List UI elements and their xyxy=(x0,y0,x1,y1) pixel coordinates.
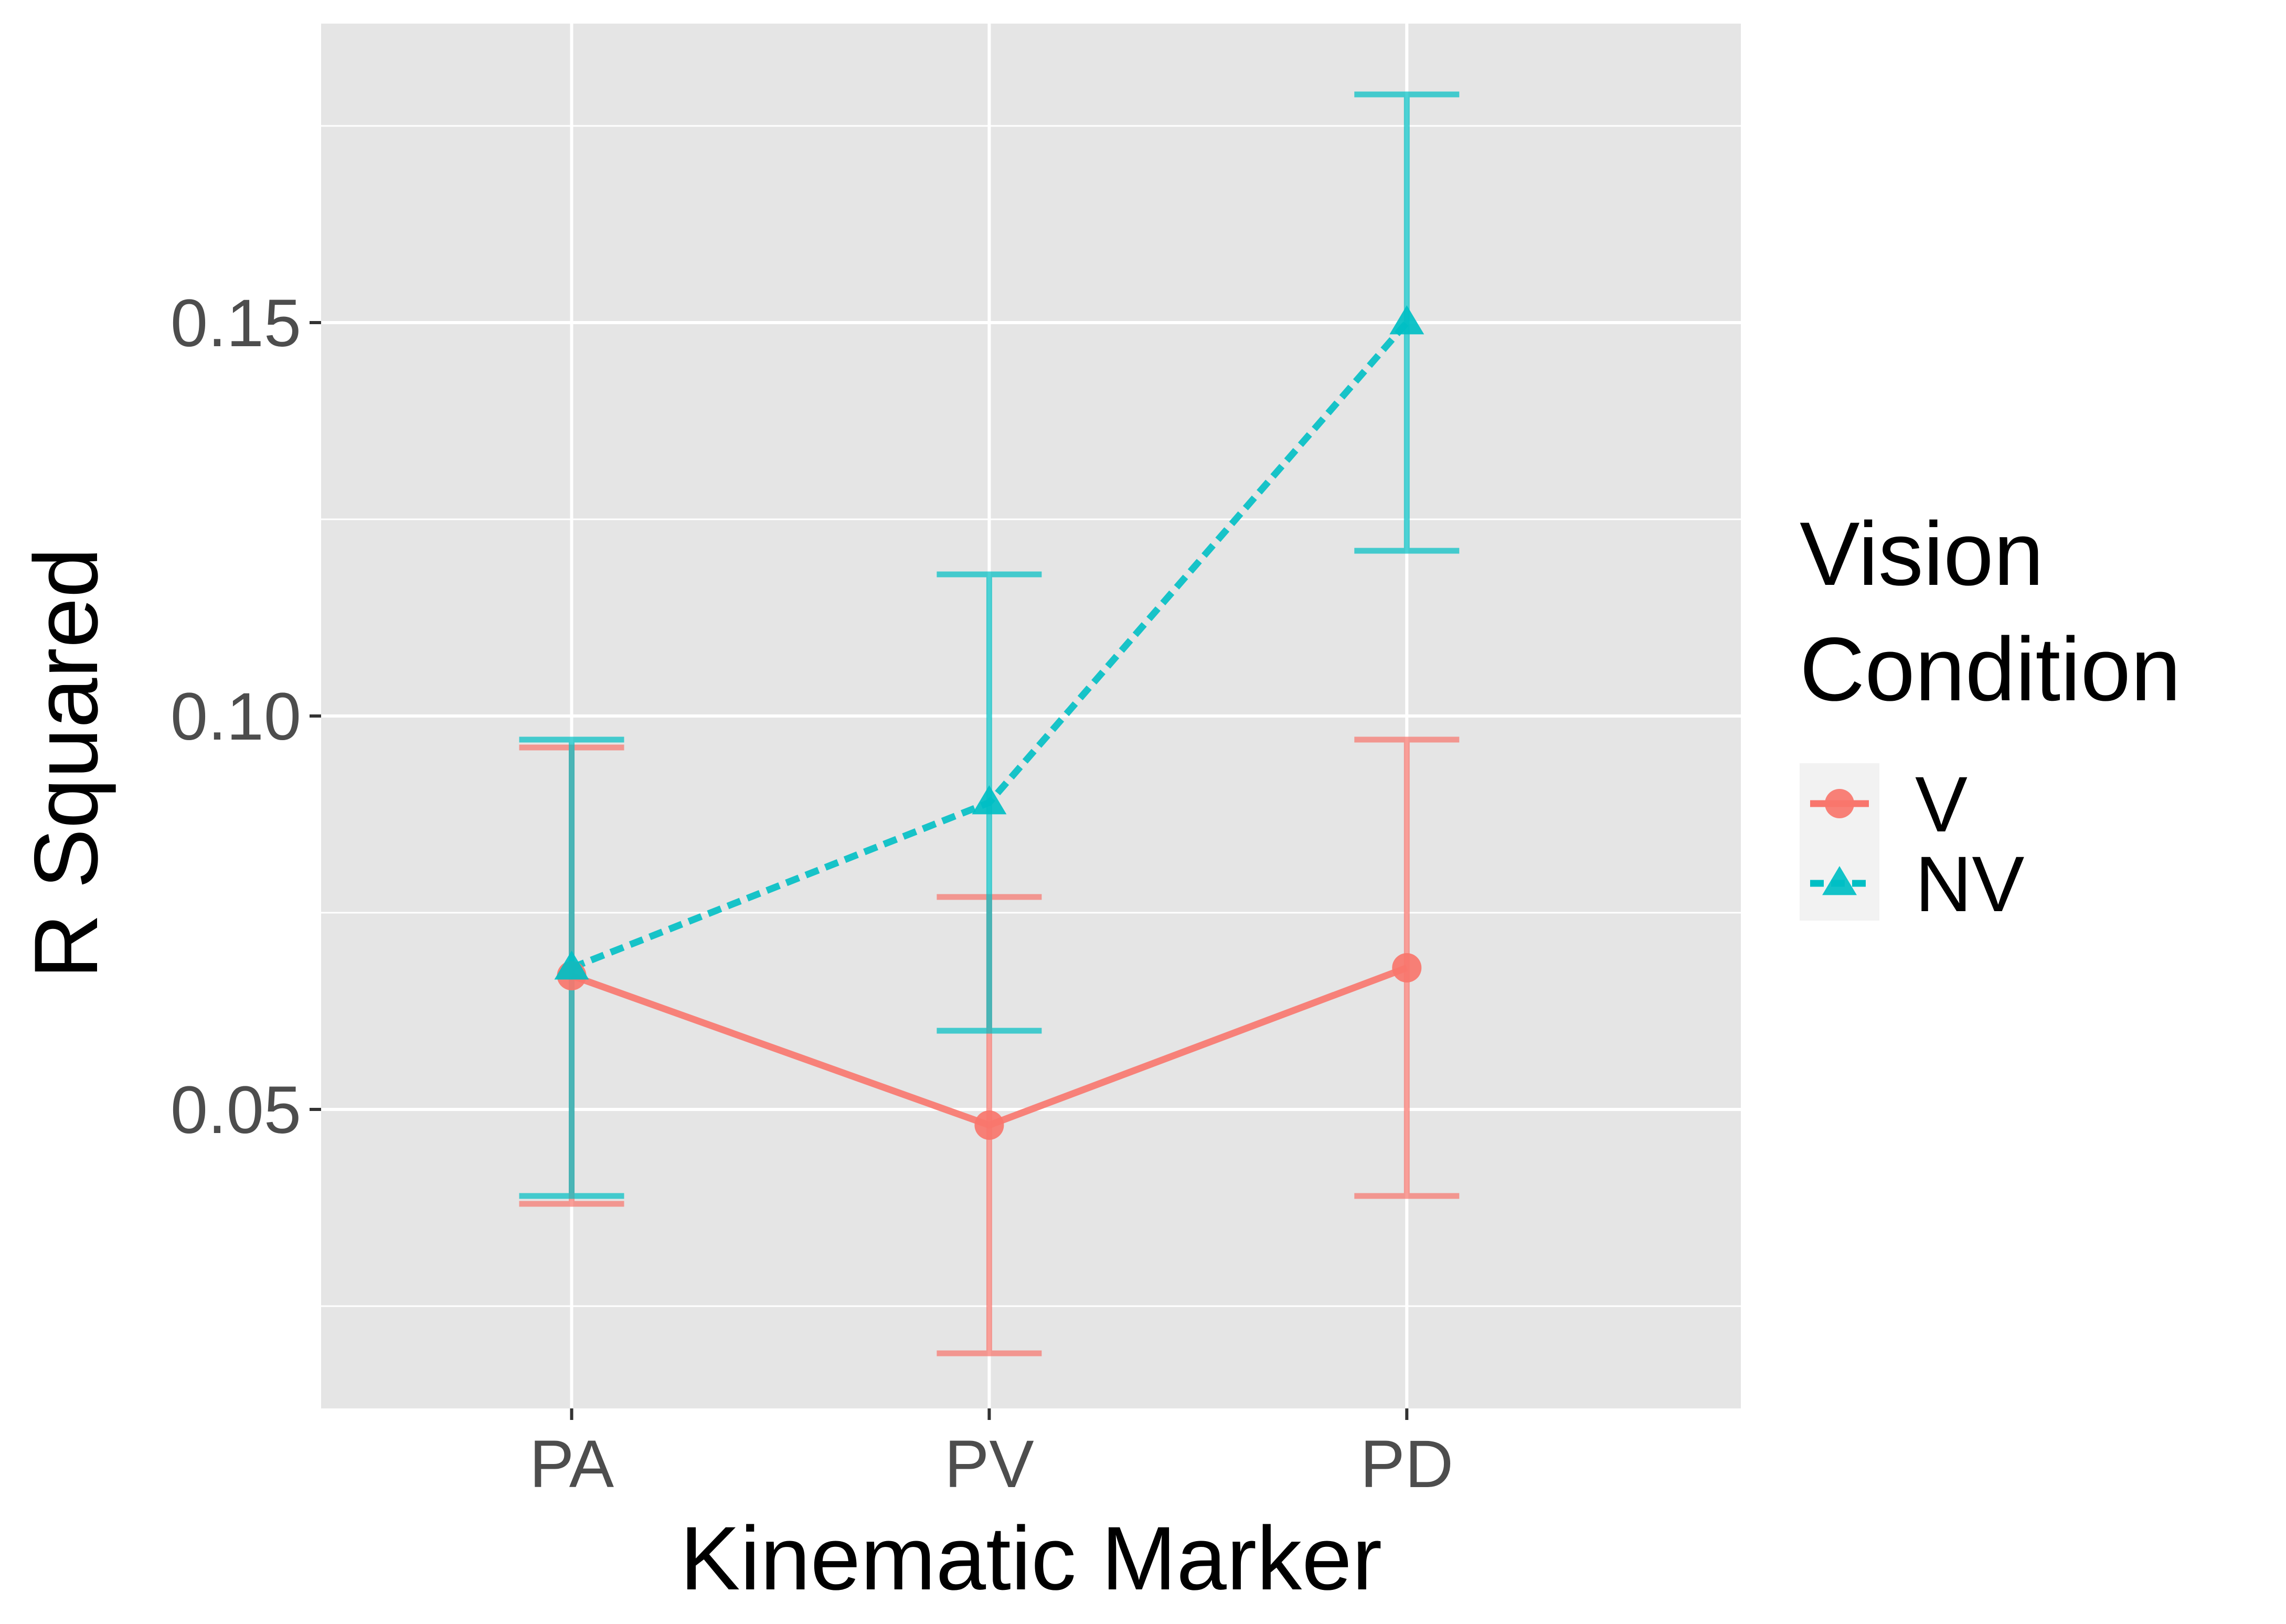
data-point-v xyxy=(1392,953,1422,982)
y-tick-label: 0.15 xyxy=(171,286,301,361)
data-points xyxy=(554,305,1424,1140)
x-tick-label: PA xyxy=(529,1427,614,1502)
x-tick-label: PV xyxy=(944,1427,1034,1502)
legend: Vision Condition V NV xyxy=(1800,504,2181,928)
y-tick-label: 0.05 xyxy=(171,1073,301,1148)
x-tick-label: PD xyxy=(1360,1427,1453,1502)
data-point-nv xyxy=(1389,305,1424,335)
y-axis: 0.05 0.10 0.15 xyxy=(171,286,321,1148)
legend-label-v: V xyxy=(1915,760,1968,848)
y-axis-title: R Squared xyxy=(16,548,116,979)
data-point-v xyxy=(974,1110,1004,1140)
x-axis-title: Kinematic Marker xyxy=(680,1508,1382,1609)
data-point-nv xyxy=(972,785,1007,815)
legend-title-line-1: Vision xyxy=(1800,504,2044,604)
legend-key-marker-v xyxy=(1825,789,1854,818)
y-tick-label: 0.10 xyxy=(171,679,301,754)
legend-label-nv: NV xyxy=(1915,840,2024,928)
data-point-nv xyxy=(554,950,589,980)
legend-title-line-2: Condition xyxy=(1800,619,2181,720)
legend-keys xyxy=(1810,789,1869,895)
legend-key-marker-nv xyxy=(1822,866,1857,895)
x-axis: PA PV PD xyxy=(529,1408,1453,1502)
legend-key-background xyxy=(1800,763,1879,921)
